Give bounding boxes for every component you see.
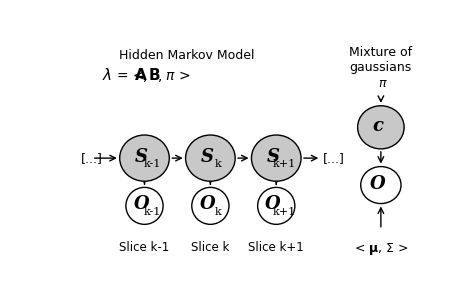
- Text: O: O: [134, 195, 149, 213]
- Text: k: k: [215, 207, 221, 217]
- Ellipse shape: [120, 135, 169, 181]
- Text: Hidden Markov Model: Hidden Markov Model: [119, 49, 255, 62]
- Text: Mixture of
gaussians: Mixture of gaussians: [349, 46, 412, 74]
- Text: = <: = <: [118, 69, 145, 83]
- Text: Slice k-1: Slice k-1: [119, 241, 170, 254]
- Text: S: S: [135, 148, 148, 166]
- Text: O: O: [370, 175, 385, 193]
- Text: S: S: [267, 148, 280, 166]
- Ellipse shape: [192, 187, 229, 224]
- Text: ,: ,: [143, 69, 147, 83]
- Text: k-1: k-1: [144, 159, 161, 169]
- Text: $\lambda$: $\lambda$: [102, 67, 112, 83]
- Ellipse shape: [357, 106, 404, 149]
- Ellipse shape: [126, 187, 163, 224]
- Ellipse shape: [361, 166, 401, 203]
- Text: $\bf{B}$: $\bf{B}$: [148, 67, 161, 83]
- Ellipse shape: [186, 135, 235, 181]
- Text: S: S: [201, 148, 214, 166]
- Text: $\bf{A}$: $\bf{A}$: [135, 67, 148, 83]
- Ellipse shape: [251, 135, 301, 181]
- Text: Slice k: Slice k: [191, 241, 229, 254]
- Text: k-1: k-1: [144, 207, 161, 217]
- Text: c: c: [372, 117, 383, 135]
- Text: k+1: k+1: [273, 207, 296, 217]
- Text: $\pi$: $\pi$: [378, 77, 387, 91]
- Text: O: O: [200, 195, 215, 213]
- Text: [...]: [...]: [323, 152, 345, 165]
- Text: [...]: [...]: [81, 152, 103, 165]
- Text: O: O: [265, 195, 281, 213]
- Ellipse shape: [258, 187, 295, 224]
- Text: k: k: [215, 159, 221, 169]
- Text: k+1: k+1: [273, 159, 296, 169]
- Text: < $\mathbf{\mu}$, $\Sigma$ >: < $\mathbf{\mu}$, $\Sigma$ >: [354, 241, 408, 257]
- Text: , $\pi$ >: , $\pi$ >: [157, 69, 191, 84]
- Text: Slice k+1: Slice k+1: [248, 241, 304, 254]
